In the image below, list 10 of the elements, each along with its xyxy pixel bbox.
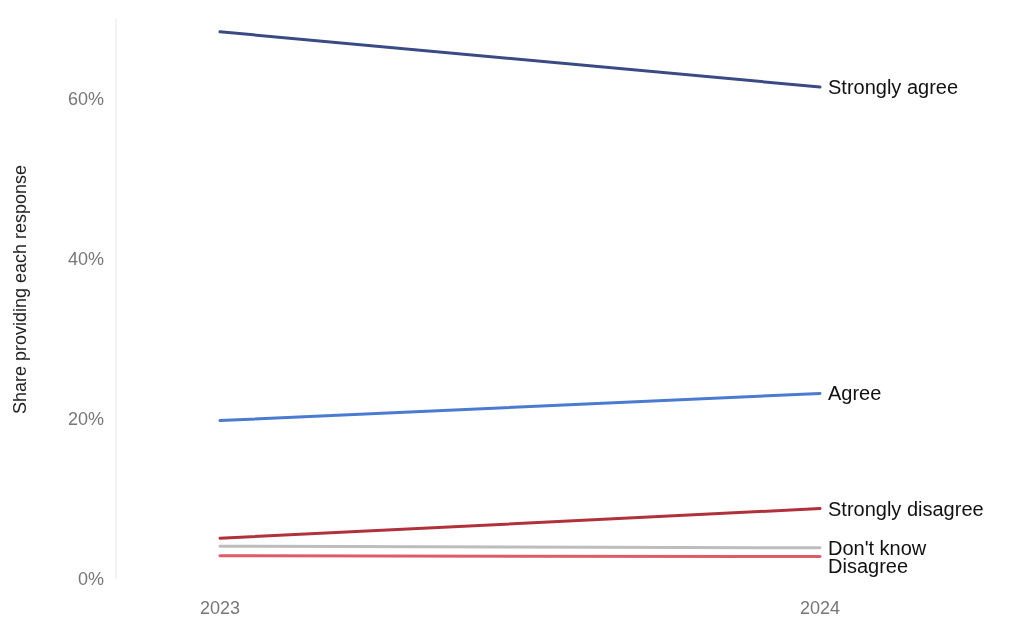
- x-tick-label: 2024: [799, 598, 841, 618]
- series-label: Strongly agree: [828, 76, 959, 98]
- y-tick-label: 40%: [67, 249, 104, 270]
- y-tick-label: 0%: [77, 569, 104, 590]
- series-label: Agree: [828, 382, 882, 405]
- series-label: Strongly disagree: [828, 497, 984, 520]
- y-tick-label: 20%: [67, 409, 104, 430]
- x-tick-label: 2023: [199, 598, 241, 618]
- y-tick-label: 60%: [67, 89, 104, 110]
- y-axis-title: Share providing each response: [10, 164, 30, 415]
